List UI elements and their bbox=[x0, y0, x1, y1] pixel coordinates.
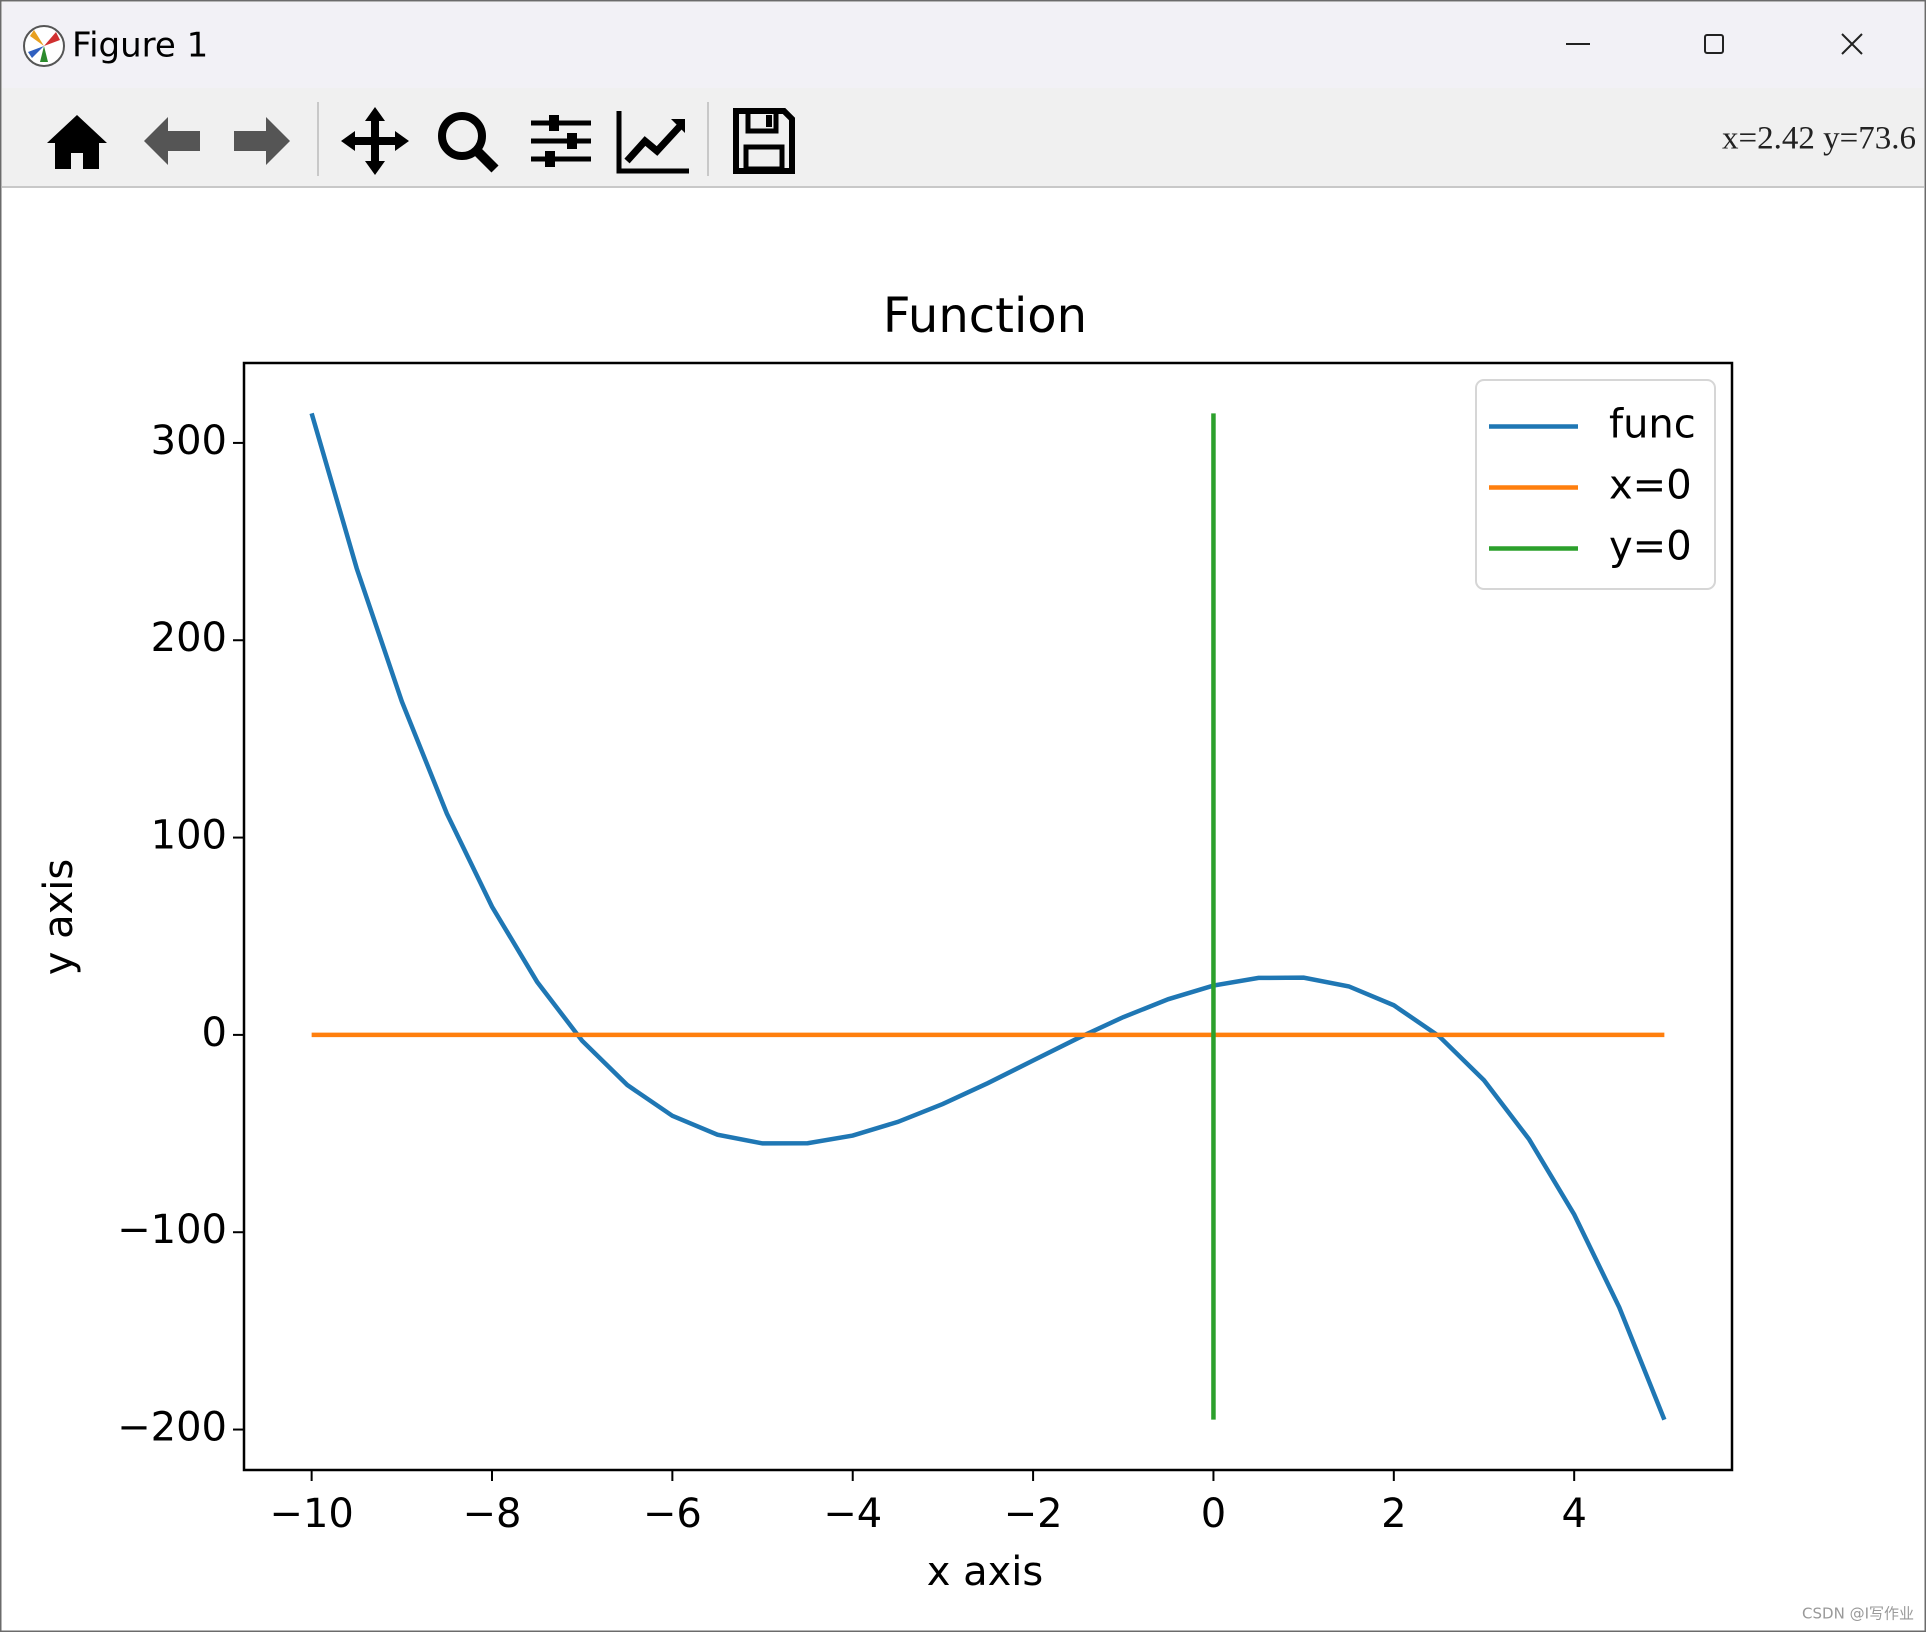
title-bar bbox=[2, 2, 1924, 88]
legend-label: x=0 bbox=[1609, 463, 1692, 509]
y-tick-label: 0 bbox=[202, 1010, 227, 1056]
x-tick-label: 2 bbox=[1381, 1491, 1406, 1537]
y-axis-label: y axis bbox=[36, 859, 82, 976]
home-button[interactable] bbox=[47, 115, 107, 169]
x-tick-label: −10 bbox=[269, 1491, 353, 1537]
x-tick-label: −8 bbox=[463, 1491, 522, 1537]
legend-box bbox=[1475, 379, 1716, 590]
x-axis-label: x axis bbox=[927, 1549, 1044, 1595]
chart-title: Function bbox=[883, 288, 1087, 344]
x-tick-label: −6 bbox=[643, 1491, 702, 1537]
x-tick-label: −2 bbox=[1004, 1491, 1063, 1537]
y-tick-label: 200 bbox=[151, 615, 227, 661]
configure-button[interactable] bbox=[531, 115, 591, 167]
y-tick-label: 300 bbox=[151, 418, 227, 464]
pan-button[interactable] bbox=[341, 107, 409, 175]
window-title: Figure 1 bbox=[72, 26, 208, 66]
y-tick-label: −200 bbox=[117, 1405, 227, 1451]
toolbar bbox=[2, 88, 1924, 187]
cursor-coordinates: x=2.42 y=73.6 bbox=[1722, 121, 1916, 157]
legend-label: func bbox=[1609, 402, 1696, 448]
close-button[interactable] bbox=[1841, 33, 1863, 55]
maximize-button[interactable] bbox=[1704, 34, 1724, 54]
watermark: CSDN @I写作业 bbox=[1802, 1605, 1914, 1623]
x-tick-label: 4 bbox=[1561, 1491, 1586, 1537]
edit-curves-button[interactable] bbox=[616, 111, 689, 174]
plot-frame bbox=[242, 361, 1734, 1472]
back-button[interactable] bbox=[144, 117, 200, 165]
legend-label: y=0 bbox=[1609, 524, 1692, 570]
save-button[interactable] bbox=[733, 108, 795, 174]
zoom-button[interactable] bbox=[438, 112, 499, 173]
x-tick-label: 0 bbox=[1201, 1491, 1226, 1537]
y-tick-label: 100 bbox=[151, 813, 227, 859]
y-tick-label: −100 bbox=[117, 1207, 227, 1253]
app-icon bbox=[23, 25, 65, 67]
forward-button[interactable] bbox=[234, 117, 290, 165]
x-tick-label: −4 bbox=[823, 1491, 882, 1537]
